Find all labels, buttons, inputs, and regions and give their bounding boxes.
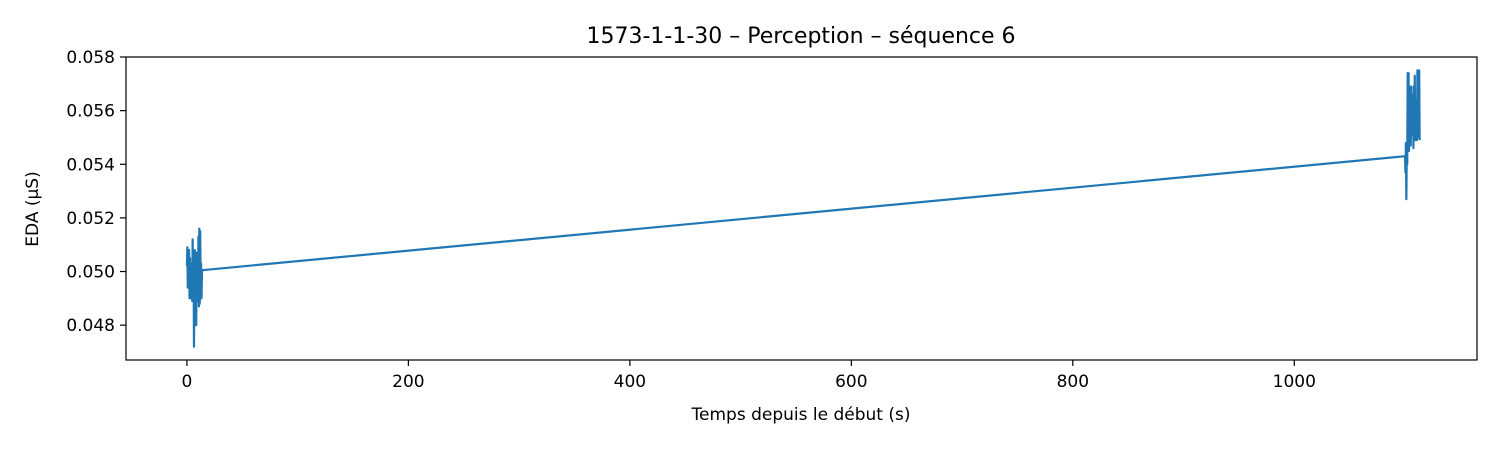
y-tick-label: 0.052	[66, 209, 115, 229]
y-axis-label: EDA (µS)	[23, 171, 43, 246]
y-tick-label: 0.054	[66, 155, 115, 175]
x-tick-label: 0	[181, 372, 192, 392]
y-tick-label: 0.048	[66, 316, 115, 336]
chart-title: 1573-1-1-30 – Perception – séquence 6	[586, 24, 1015, 49]
y-axis: 0.048 0.050 0.052 0.054 0.056 0.058	[66, 48, 126, 336]
plot-frame	[125, 56, 1478, 361]
x-axis-label: Temps depuis le début (s)	[691, 405, 911, 425]
y-tick-label: 0.058	[66, 48, 115, 68]
x-tick-label: 1000	[1273, 372, 1316, 392]
x-tick-label: 400	[614, 372, 646, 392]
x-tick-label: 600	[835, 372, 867, 392]
x-axis: 0 200 400 600 800 1000	[181, 360, 1316, 392]
y-tick-label: 0.056	[66, 102, 115, 122]
x-tick-label: 800	[1057, 372, 1089, 392]
y-tick-label: 0.050	[66, 263, 115, 283]
x-tick-label: 200	[392, 372, 424, 392]
series-line-0	[185, 69, 1421, 348]
plot-area	[125, 56, 1478, 361]
